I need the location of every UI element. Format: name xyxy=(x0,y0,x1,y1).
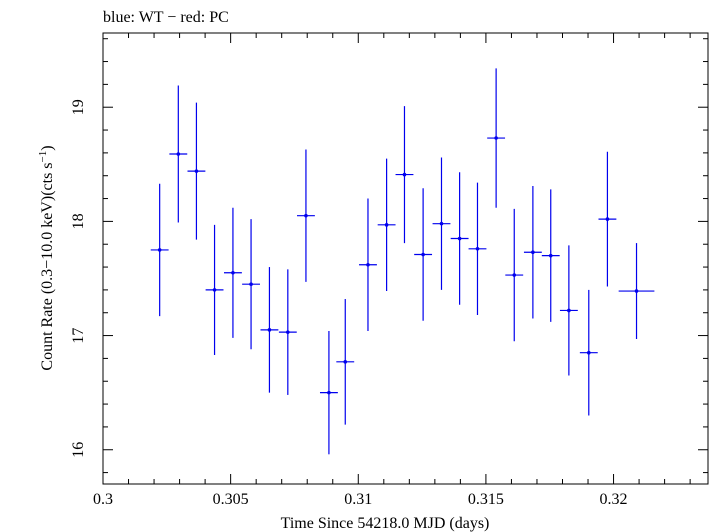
data-point xyxy=(598,151,617,287)
data-point xyxy=(377,158,396,292)
point-marker xyxy=(176,152,181,156)
y-tick-label: 16 xyxy=(70,442,87,458)
data-point xyxy=(359,198,377,332)
chart-title: blue: WT − red: PC xyxy=(103,9,229,26)
point-marker xyxy=(212,288,217,292)
data-point xyxy=(169,85,188,223)
x-axis-ticks: 0.3 0.305 0.31 0.315 0.32 xyxy=(93,33,691,508)
x-tick-label: 0.3 xyxy=(93,491,113,508)
point-marker xyxy=(343,360,348,364)
y-tick-label: 19 xyxy=(70,99,87,115)
y-tick-label: 18 xyxy=(70,213,87,229)
data-point xyxy=(242,219,260,350)
data-point xyxy=(395,106,414,244)
point-marker xyxy=(457,236,462,241)
point-marker xyxy=(402,172,407,177)
point-marker xyxy=(304,213,308,218)
data-point xyxy=(450,172,469,305)
point-marker xyxy=(286,330,290,334)
data-point xyxy=(414,188,433,321)
point-marker xyxy=(634,289,639,293)
data-point xyxy=(541,189,560,322)
point-marker xyxy=(605,217,610,221)
x-tick-label: 0.31 xyxy=(344,491,372,508)
data-point xyxy=(205,224,224,355)
plot-frame xyxy=(102,32,709,485)
y-axis-label-main: Count Rate (0.3−10.0 keV)(cts s xyxy=(39,162,56,370)
point-marker xyxy=(531,250,535,255)
point-marker xyxy=(586,350,591,355)
data-point xyxy=(224,207,242,338)
point-marker xyxy=(512,273,517,277)
data-point xyxy=(505,208,524,342)
data-point xyxy=(297,149,315,282)
data-point xyxy=(150,183,169,317)
y-axis-label-superscript: −1 xyxy=(37,151,49,163)
data-point xyxy=(260,267,279,393)
point-marker xyxy=(567,308,571,313)
point-marker xyxy=(366,262,370,267)
point-marker xyxy=(249,282,253,286)
y-axis-ticks: 16 17 18 19 xyxy=(70,38,708,474)
point-marker xyxy=(548,253,553,258)
data-point xyxy=(432,157,451,290)
x-tick-label: 0.32 xyxy=(600,491,628,508)
y-axis-label: Count Rate (0.3−10.0 keV)(cts s−1) xyxy=(37,145,56,370)
point-marker xyxy=(267,328,272,332)
point-marker xyxy=(157,248,162,252)
data-point xyxy=(468,182,487,316)
point-marker xyxy=(327,390,331,395)
data-point xyxy=(523,185,542,319)
point-marker xyxy=(439,221,444,226)
data-points xyxy=(150,68,655,455)
data-point xyxy=(278,269,297,395)
point-marker xyxy=(494,136,498,140)
point-marker xyxy=(421,252,425,257)
point-marker xyxy=(384,223,389,227)
point-marker xyxy=(475,246,480,251)
x-tick-label: 0.315 xyxy=(468,491,504,508)
data-point xyxy=(336,299,355,425)
y-axis-label-close: ) xyxy=(39,145,56,150)
data-point xyxy=(319,331,338,455)
x-axis-label: Time Since 54218.0 MJD (days) xyxy=(281,515,490,532)
data-point xyxy=(487,68,506,208)
data-point xyxy=(559,245,578,376)
x-tick-label: 0.305 xyxy=(213,491,249,508)
point-marker xyxy=(194,169,199,173)
data-point xyxy=(187,102,206,240)
data-point xyxy=(618,243,655,339)
data-point xyxy=(579,289,598,416)
y-tick-label: 17 xyxy=(70,328,87,344)
point-marker xyxy=(231,270,235,275)
